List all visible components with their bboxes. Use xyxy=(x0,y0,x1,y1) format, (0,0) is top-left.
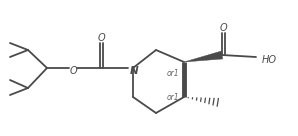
Text: O: O xyxy=(69,66,77,76)
Text: or1: or1 xyxy=(167,69,180,78)
Text: HO: HO xyxy=(262,55,277,65)
Text: N: N xyxy=(130,66,138,76)
Text: O: O xyxy=(219,23,227,33)
Text: O: O xyxy=(97,33,105,43)
Polygon shape xyxy=(184,51,223,62)
Text: or1: or1 xyxy=(167,94,180,103)
